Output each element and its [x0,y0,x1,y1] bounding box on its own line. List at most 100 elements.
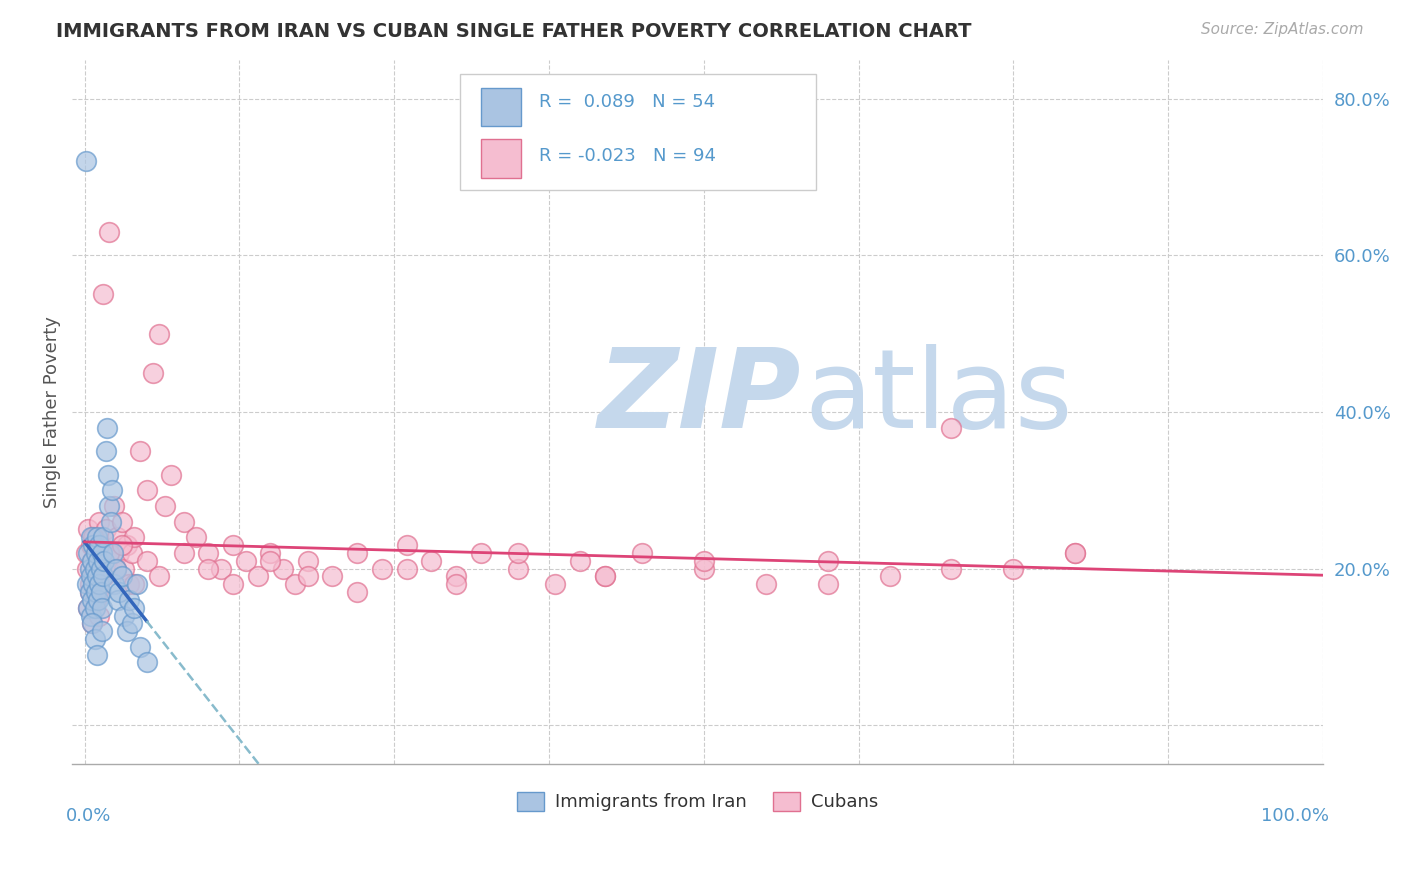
Point [817,577,839,591]
Point [118,592,141,607]
Point [148,326,170,341]
Point [104,561,127,575]
Point [86,546,108,560]
Text: 0.0%: 0.0% [66,806,111,824]
Point [91,287,114,301]
Point [90,538,112,552]
Point [83,632,105,646]
Point [148,569,170,583]
Point [121,546,143,560]
Point [94,522,117,536]
Point [160,467,183,482]
Text: IMMIGRANTS FROM IRAN VS CUBAN SINGLE FATHER POVERTY CORRELATION CHART: IMMIGRANTS FROM IRAN VS CUBAN SINGLE FAT… [56,22,972,41]
Point [101,546,124,560]
Point [593,569,616,583]
Point [941,420,963,434]
Point [444,577,467,591]
Point [79,585,101,599]
Point [87,585,110,599]
Point [98,499,121,513]
Point [90,561,112,575]
Point [76,577,98,591]
Point [96,420,118,434]
Point [235,554,257,568]
Point [122,530,145,544]
Point [346,585,368,599]
FancyBboxPatch shape [481,87,522,127]
Legend: Immigrants from Iran, Cubans: Immigrants from Iran, Cubans [509,785,886,819]
Point [420,554,443,568]
Point [75,546,97,560]
Point [108,585,131,599]
Text: R = -0.023   N = 94: R = -0.023 N = 94 [538,147,716,165]
Point [125,577,148,591]
Point [91,569,114,583]
Point [86,569,108,583]
Point [91,546,114,560]
Point [115,624,138,639]
Point [568,554,591,568]
Point [83,530,105,544]
Point [209,561,232,575]
Point [506,546,529,560]
Point [80,554,103,568]
Point [693,561,716,575]
Point [86,554,108,568]
Text: atlas: atlas [804,344,1073,451]
Point [593,569,616,583]
Point [89,538,111,552]
Point [142,366,165,380]
Point [80,616,103,631]
Point [91,624,114,639]
Point [89,577,111,591]
Point [879,569,901,583]
Point [111,515,134,529]
Point [173,546,195,560]
Point [79,577,101,591]
Point [84,592,107,607]
Point [135,483,157,498]
Point [97,467,120,482]
Point [91,600,114,615]
Point [122,577,145,591]
Point [84,561,107,575]
Y-axis label: Single Father Poverty: Single Father Poverty [44,316,60,508]
Point [817,554,839,568]
Point [1064,546,1087,560]
Point [297,569,319,583]
Point [111,569,134,583]
Point [100,515,122,529]
Point [108,546,131,560]
Point [82,577,104,591]
Point [87,592,110,607]
Point [80,592,103,607]
Point [79,585,101,599]
Point [80,554,103,568]
Point [297,554,319,568]
Point [84,585,107,599]
Point [1064,546,1087,560]
Point [94,444,117,458]
Point [284,577,307,591]
Point [82,530,104,544]
Point [129,444,152,458]
Point [76,561,98,575]
Point [259,546,281,560]
Point [89,515,111,529]
Point [941,561,963,575]
Point [97,561,120,575]
Point [90,585,112,599]
Point [80,538,103,552]
Point [121,616,143,631]
Text: Source: ZipAtlas.com: Source: ZipAtlas.com [1201,22,1364,37]
Point [107,592,129,607]
Point [77,522,100,536]
Text: ZIP: ZIP [598,344,801,451]
Point [82,569,104,583]
Point [91,530,114,544]
Point [197,546,219,560]
Point [222,577,245,591]
Point [96,546,118,560]
Text: 100.0%: 100.0% [1261,806,1329,824]
Point [173,515,195,529]
